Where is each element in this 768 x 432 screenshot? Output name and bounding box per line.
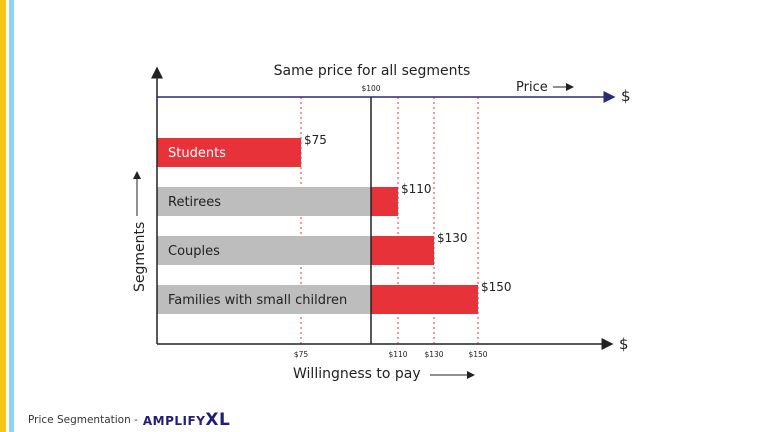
x-axis-label: Willingness to pay [293, 366, 421, 382]
segment-label: Students [168, 146, 226, 161]
footer: Price Segmentation - AMPLIFYXL [28, 410, 230, 430]
segment-label: Couples [168, 244, 220, 259]
segment-bar-surplus [371, 285, 478, 314]
amplifyxl-logo: AMPLIFYXL [142, 410, 231, 430]
blue-stripe [9, 0, 14, 432]
wtp-value-label: $110 [401, 182, 432, 196]
y-axis-label: Segments [132, 222, 148, 292]
segment-bar-0 [157, 138, 301, 167]
yellow-stripe [0, 0, 6, 432]
x-tick-label: $130 [424, 350, 443, 359]
segment-bar-surplus [371, 187, 398, 216]
price-axis-label: Price [516, 80, 548, 95]
same-price-label: $100 [361, 84, 380, 93]
wtp-value-label: $75 [304, 133, 327, 147]
x-tick-label: $75 [294, 350, 309, 359]
price-currency: $ [621, 87, 631, 105]
segment-bar-surplus [371, 236, 434, 265]
x-tick-label: $110 [388, 350, 407, 359]
wtp-value-label: $150 [481, 280, 512, 294]
x-axis-currency: $ [619, 335, 629, 353]
segment-bar-base [157, 236, 371, 265]
x-tick-label: $150 [468, 350, 487, 359]
segment-label: Families with small children [168, 293, 347, 308]
segment-label: Retirees [168, 195, 221, 210]
segment-bar-base [157, 187, 371, 216]
segment-bar-base [157, 285, 371, 314]
footer-caption: Price Segmentation - [28, 414, 138, 426]
wtp-value-label: $130 [437, 231, 468, 245]
diagram-title: Same price for all segments [274, 63, 471, 79]
